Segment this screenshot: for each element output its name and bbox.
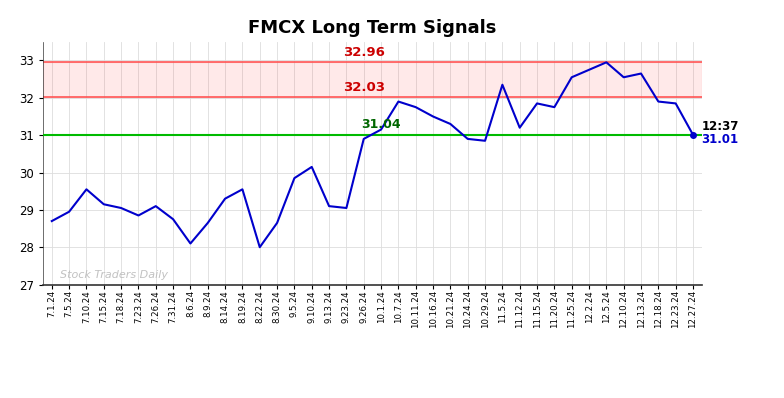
Text: 31.01: 31.01 xyxy=(702,133,739,146)
Text: 32.03: 32.03 xyxy=(343,81,385,94)
Text: 32.96: 32.96 xyxy=(343,46,385,59)
Text: Stock Traders Daily: Stock Traders Daily xyxy=(60,270,169,280)
Text: 12:37: 12:37 xyxy=(702,120,739,133)
Text: 31.04: 31.04 xyxy=(361,118,401,131)
Bar xyxy=(43,62,702,97)
Title: FMCX Long Term Signals: FMCX Long Term Signals xyxy=(249,20,496,37)
